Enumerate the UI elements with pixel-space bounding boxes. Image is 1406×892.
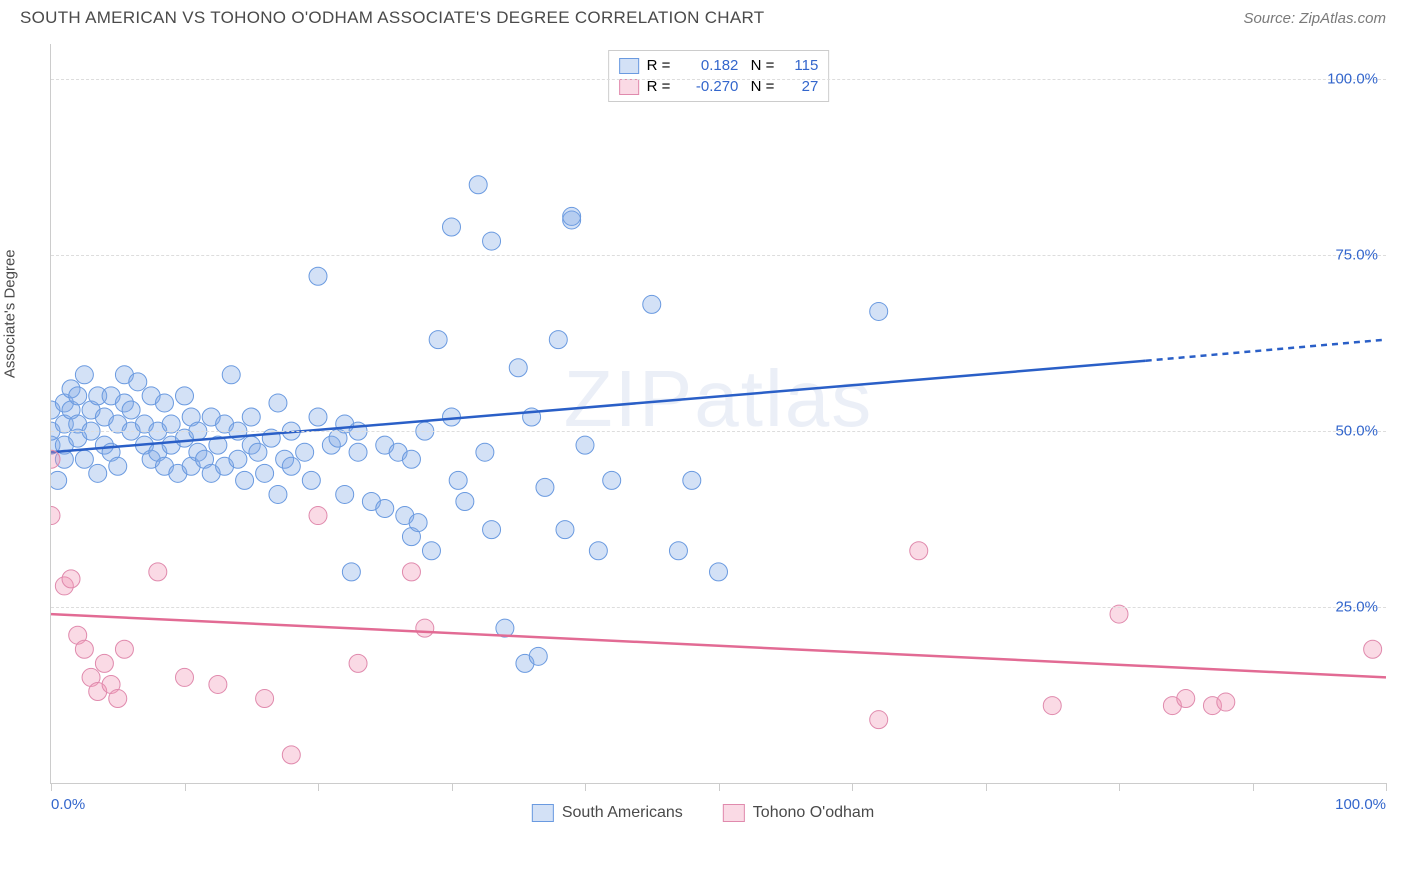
legend-r-label: R =	[647, 57, 671, 74]
y-tick-label: 50.0%	[1335, 423, 1378, 440]
y-tick-label: 100.0%	[1327, 71, 1378, 88]
legend-label-0: South Americans	[562, 804, 683, 822]
y-axis-label: Associate's Degree	[2, 249, 19, 378]
legend-n-value-1: 27	[782, 78, 818, 95]
legend-item-0: South Americans	[532, 804, 683, 822]
legend-n-label: N =	[746, 78, 774, 95]
legend-item-1: Tohono O'odham	[723, 804, 874, 822]
legend-r-value-1: -0.270	[678, 78, 738, 95]
header: SOUTH AMERICAN VS TOHONO O'ODHAM ASSOCIA…	[0, 0, 1406, 34]
series-legend: South Americans Tohono O'odham	[532, 804, 874, 822]
legend-swatch-1	[619, 79, 639, 95]
legend-r-label: R =	[647, 78, 671, 95]
x-tick-label: 0.0%	[51, 796, 85, 813]
legend-n-value-0: 115	[782, 57, 818, 74]
chart-title: SOUTH AMERICAN VS TOHONO O'ODHAM ASSOCIA…	[20, 8, 764, 28]
legend-swatch-bottom-0	[532, 804, 554, 822]
plot-area: ZIPatlas R = 0.182 N = 115 R = -0.270 N …	[50, 44, 1386, 784]
legend-swatch-0	[619, 58, 639, 74]
source-attribution: Source: ZipAtlas.com	[1243, 10, 1386, 27]
y-tick-label: 75.0%	[1335, 247, 1378, 264]
scatter-svg	[51, 44, 1386, 783]
chart-container: Associate's Degree ZIPatlas R = 0.182 N …	[0, 34, 1406, 834]
legend-row-series-0: R = 0.182 N = 115	[619, 55, 819, 76]
y-tick-label: 25.0%	[1335, 599, 1378, 616]
legend-swatch-bottom-1	[723, 804, 745, 822]
legend-n-label: N =	[746, 57, 774, 74]
x-tick-label: 100.0%	[1335, 796, 1386, 813]
legend-r-value-0: 0.182	[678, 57, 738, 74]
correlation-legend: R = 0.182 N = 115 R = -0.270 N = 27	[608, 50, 830, 102]
legend-label-1: Tohono O'odham	[753, 804, 874, 822]
